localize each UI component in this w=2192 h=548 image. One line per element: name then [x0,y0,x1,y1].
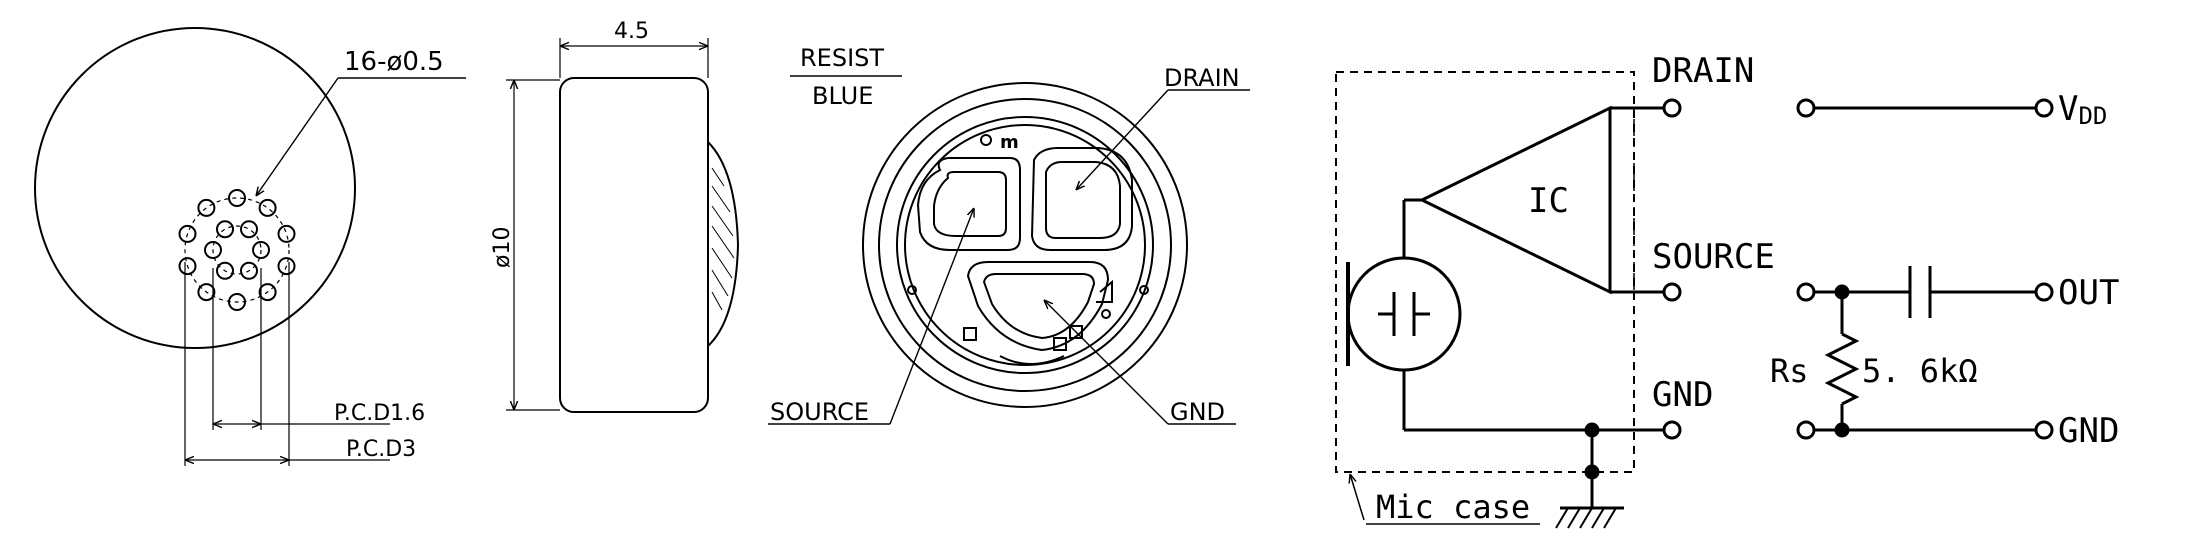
earth-hatch [1555,507,1617,529]
sound-hole [277,257,296,276]
rs-label: Rs [1770,352,1809,390]
hole-callout-leader [256,77,339,196]
gnd-pad-outer [966,261,1110,352]
sound-hole [178,224,197,243]
back-source-label: SOURCE [770,398,869,426]
drain-pad-outer [1030,147,1133,251]
resist-label: RESIST [800,44,884,72]
side-body-outline [559,77,709,413]
equivalent-circuit [1335,71,2054,529]
side-view [506,38,740,413]
front-body-outline [34,27,356,349]
gnd-terminal [1662,420,1682,440]
sound-hole [240,261,258,280]
sound-hole [228,293,246,311]
back-mark [907,285,917,295]
source-leader [889,208,974,425]
back-pad-square [963,327,977,341]
back-inner-ring [904,124,1146,366]
rs-value-label: 5. 6kΩ [1862,352,1978,390]
circuit-gnd-label: GND [1652,375,1713,415]
out-in-terminal [1796,282,1816,302]
capsule-circle [1346,256,1462,372]
sound-hole [277,224,296,243]
back-mark [1139,285,1149,295]
out-terminal [2034,282,2054,302]
sound-hole [178,257,197,276]
pcd-inner-circle [212,225,262,275]
sound-hole-pattern [178,189,296,311]
back-bottom-arc [999,355,1065,365]
drain-leader [1076,89,1169,190]
vdd-label: VDD [2058,89,2107,130]
gnd-pad-inner [982,273,1096,340]
gnd-in-terminal [1796,420,1816,440]
side-back-dome-hatch [711,167,735,311]
drain-pad-inner [1045,161,1121,239]
back-view: m [768,75,1250,425]
sound-hole [216,261,234,280]
source-pad-outer [916,157,1021,251]
vdd-in-terminal [1796,98,1816,118]
ic-triangle [1418,105,1612,295]
hole-callout-label: 16-ø0.5 [344,47,444,77]
drain-terminal [1662,98,1682,118]
back-mark [1101,309,1111,319]
sound-hole [228,189,246,207]
resist-color-label: BLUE [812,82,873,110]
sound-hole [216,220,234,239]
front-view [34,27,466,466]
back-mark [980,134,992,146]
sound-hole [197,283,216,302]
vdd-terminal [2034,98,2054,118]
back-pad-square [1069,325,1083,339]
ic-label: IC [1528,181,1569,221]
sound-hole [258,283,277,302]
source-pad-inner [933,171,1007,237]
back-outer-ring [862,82,1188,408]
back-pcb-edge [896,116,1154,374]
gnd-leader [1044,300,1169,425]
back-flag-mark [1096,279,1113,303]
circuit-drain-label: DRAIN [1652,51,1754,91]
sound-hole [197,198,216,217]
back-drain-label: DRAIN [1164,64,1240,92]
gnd-out-label: GND [2058,411,2119,451]
diameter-dim-label: ø10 [490,227,515,268]
sound-hole [240,220,258,239]
source-terminal [1662,282,1682,302]
mic-case-label: Mic case [1376,488,1530,526]
out-label: OUT [2058,273,2119,313]
circuit-source-label: SOURCE [1652,237,1775,277]
mic-case-leader [1350,474,1365,521]
vdd-main-label: V [2058,89,2078,129]
mic-case-box [1335,71,1635,473]
pcd-outer-label: P.C.D3 [346,437,416,462]
pcd-outer-circle [184,197,290,303]
width-dim-label: 4.5 [614,19,649,44]
rs-resistor [1824,332,1860,406]
maker-logo: m [1000,132,1019,153]
vdd-subscript: DD [2078,102,2107,130]
pcd-inner-label: P.C.D1.6 [334,401,425,426]
sound-hole [204,241,222,259]
back-pad-square [1053,337,1067,351]
sound-hole [252,241,270,259]
rs-bottom-junction [1834,422,1850,438]
gnd-out-terminal [2034,420,2054,440]
back-gnd-label: GND [1170,398,1225,426]
side-back-dome [707,141,740,347]
sound-hole [258,198,277,217]
back-second-ring [878,98,1172,392]
